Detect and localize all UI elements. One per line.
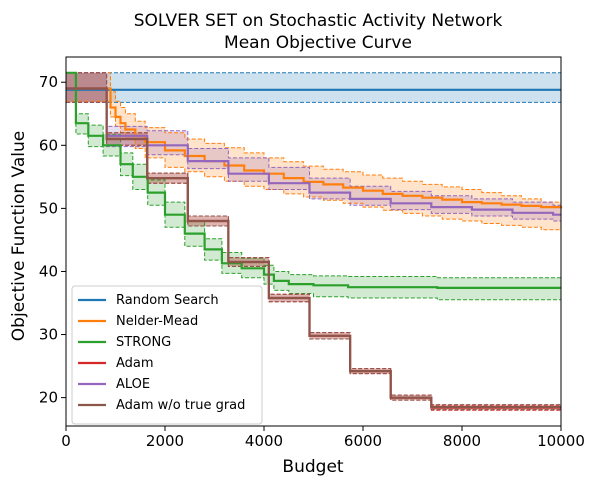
legend-label: STRONG xyxy=(116,335,171,350)
y-tick-label: 70 xyxy=(39,73,58,91)
mean-curve-series-5 xyxy=(66,87,561,409)
confidence-band-series-1 xyxy=(66,72,561,233)
legend-label: Adam w/o true grad xyxy=(116,398,245,413)
mean-curve-series-4 xyxy=(66,87,561,216)
chart-title-line-2: Mean Objective Curve xyxy=(224,33,412,53)
y-tick-label: 60 xyxy=(39,136,58,154)
x-tick-label: 4000 xyxy=(245,432,283,450)
mean-curves xyxy=(66,71,563,409)
mean-curve-series-1 xyxy=(66,87,563,209)
y-tick-label: 30 xyxy=(39,326,58,344)
y-tick-label: 40 xyxy=(39,262,58,280)
x-tick-label: 6000 xyxy=(344,432,382,450)
legend-label: Adam xyxy=(116,356,154,371)
legend-label: ALOE xyxy=(116,377,150,392)
chart-title-line-1: SOLVER SET on Stochastic Activity Networ… xyxy=(134,11,503,31)
y-tick-label: 50 xyxy=(39,199,58,217)
y-axis-label: Objective Function Value xyxy=(9,131,29,341)
legend-label: Nelder-Mead xyxy=(116,314,198,329)
upper-bound-series-4 xyxy=(66,72,561,206)
x-tick-label: 0 xyxy=(61,432,71,450)
mean-curve-series-2 xyxy=(66,71,561,289)
x-tick-label: 2000 xyxy=(146,432,184,450)
upper-bound-series-1 xyxy=(66,72,562,206)
plot-frame xyxy=(65,56,562,427)
x-tick-label: 8000 xyxy=(443,432,481,450)
legend-box xyxy=(71,285,263,425)
confidence-band-series-0 xyxy=(66,72,561,103)
y-axis-ticks: 20 30 40 50 60 70 xyxy=(39,73,66,407)
legend: Random Search Nelder-Mead STRONG Adam ALOE Ad… xyxy=(71,285,263,425)
x-axis-ticks: 0 2000 4000 6000 8000 10000 xyxy=(61,426,585,450)
lower-bound-series-4 xyxy=(66,101,561,222)
y-tick-label: 20 xyxy=(39,389,58,407)
lower-bound-series-2 xyxy=(66,72,561,301)
x-axis-label: Budget xyxy=(282,457,343,477)
legend-label: Random Search xyxy=(116,293,219,308)
upper-bound-series-2 xyxy=(66,72,561,279)
confidence-band-series-2 xyxy=(66,72,561,300)
x-tick-label: 10000 xyxy=(537,432,585,450)
